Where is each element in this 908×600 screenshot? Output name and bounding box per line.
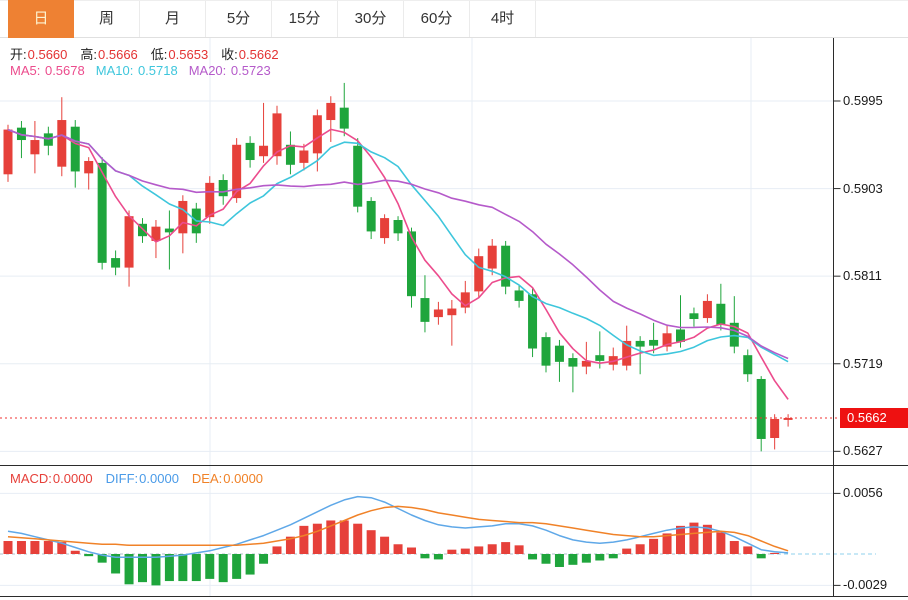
ma20-readout: MA20: 0.5723 <box>188 63 271 78</box>
panel-divider <box>0 465 908 466</box>
low-readout: 低:0.5653 <box>150 47 209 62</box>
tab-month[interactable]: 月 <box>140 1 206 37</box>
ma5-readout: MA5: 0.5678 <box>10 63 85 78</box>
price-tick-3: 0.5719 <box>843 356 883 371</box>
macd-readout: MACD:0.0000 DIFF:0.0000 DEA:0.0000 <box>10 471 263 486</box>
price-tick-4: 0.5627 <box>843 443 883 458</box>
close-readout: 收:0.5662 <box>221 47 279 62</box>
tab-week[interactable]: 周 <box>74 1 140 37</box>
diff-value-readout: DIFF:0.0000 <box>105 471 179 486</box>
price-tick-0: 0.5995 <box>843 93 883 108</box>
tab-5min[interactable]: 5分 <box>206 1 272 37</box>
tab-60min[interactable]: 60分 <box>404 1 470 37</box>
macd-tick-0: 0.0056 <box>843 485 883 500</box>
ma-readout: MA5: 0.5678 MA10: 0.5718 MA20: 0.5723 <box>10 63 271 78</box>
current-price-tag: 0.5662 <box>840 408 908 428</box>
ma10-readout: MA10: 0.5718 <box>95 63 178 78</box>
ohlc-readout: 开:0.5660 高:0.5666 低:0.5653 收:0.5662 <box>10 44 279 63</box>
macd-value-readout: MACD:0.0000 <box>10 471 93 486</box>
candlestick-chart[interactable] <box>0 38 908 466</box>
price-tick-1: 0.5903 <box>843 181 883 196</box>
dea-value-readout: DEA:0.0000 <box>191 471 264 486</box>
timeframe-toolbar: 日 周 月 5分 15分 30分 60分 4时 <box>0 0 908 38</box>
high-readout: 高:0.5666 <box>80 47 138 62</box>
tab-day[interactable]: 日 <box>8 0 74 38</box>
bottom-border <box>0 596 908 597</box>
tab-4hour[interactable]: 4时 <box>470 1 536 37</box>
tab-15min[interactable]: 15分 <box>272 1 338 37</box>
macd-tick-1: -0.0029 <box>843 577 888 592</box>
macd-chart[interactable] <box>0 466 908 597</box>
open-readout: 开:0.5660 <box>10 47 68 62</box>
tab-30min[interactable]: 30分 <box>338 1 404 37</box>
price-tick-2: 0.5811 <box>843 268 882 283</box>
